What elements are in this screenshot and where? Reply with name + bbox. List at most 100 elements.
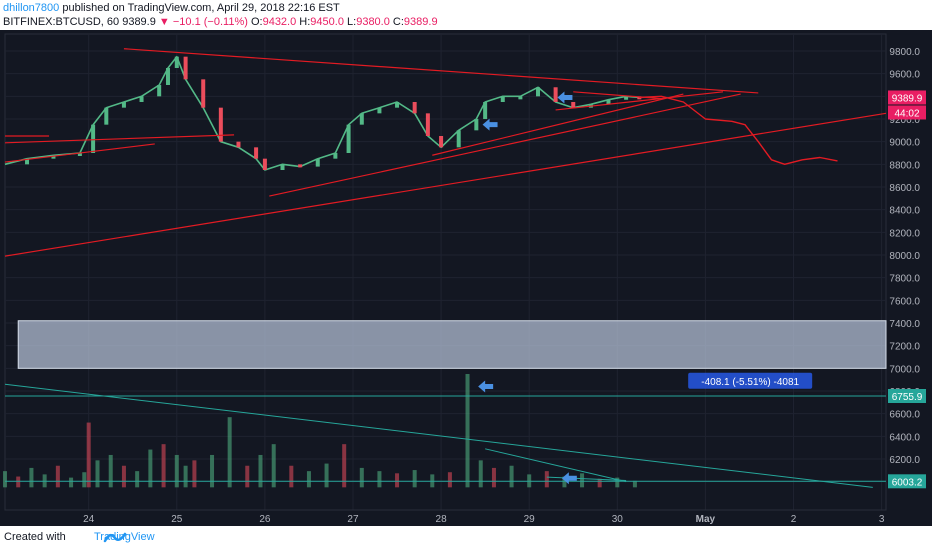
candle: [359, 113, 364, 125]
volume-bar: [108, 454, 113, 488]
candle: [77, 153, 82, 156]
volume-bar: [95, 460, 100, 488]
support-badge: [888, 474, 926, 489]
volume-bar: [580, 473, 585, 488]
y-tick-label: 6600.0: [889, 410, 920, 421]
y-tick-label: 7600.0: [889, 296, 920, 307]
volume-bar: [615, 477, 620, 488]
y-tick-label: 8400.0: [889, 206, 920, 217]
volume-bar: [478, 460, 483, 488]
candle: [201, 79, 206, 108]
blue-arrow-icon: [482, 118, 498, 131]
chart-area[interactable]: 6000.06200.06400.06600.06800.07000.07200…: [0, 30, 932, 526]
price-line: [4, 55, 642, 171]
support-badge: [888, 388, 926, 403]
volume-bar: [491, 467, 496, 488]
volume-line: [485, 448, 627, 483]
volume-bar: [395, 473, 400, 488]
support-badge-text: 6003.2: [892, 477, 923, 488]
tradingview-logo-icon[interactable]: [70, 529, 160, 547]
candle: [165, 68, 170, 85]
candle: [346, 124, 351, 153]
created-with-text: Created with: [4, 531, 66, 543]
volume-bar: [377, 471, 382, 488]
candle: [183, 56, 188, 80]
trendline: [4, 143, 155, 163]
x-tick-label: 29: [524, 514, 536, 525]
candle: [315, 158, 320, 167]
candle: [518, 96, 523, 100]
y-tick-label: 7800.0: [889, 274, 920, 285]
volume-bar: [183, 465, 188, 488]
candle: [254, 147, 259, 159]
last-price: 9389.9: [122, 16, 156, 28]
x-tick-label: 25: [171, 514, 183, 525]
time-axis[interactable]: 24 25 26 27 28 29 30 May 2 3: [5, 509, 886, 525]
volume-bar: [509, 465, 514, 488]
symbol-label: BITFINEX:BTCUSD, 60: [3, 16, 120, 28]
candle: [425, 113, 430, 136]
volume-bar: [465, 374, 470, 488]
volume-bar: [82, 472, 87, 488]
price-change: −10.1 (−0.11%): [172, 16, 248, 28]
candle: [25, 158, 30, 165]
x-tick-label: 2: [791, 514, 797, 525]
trendline: [123, 48, 759, 94]
support-zone: [17, 320, 887, 369]
volume-bar: [245, 465, 250, 488]
trendline: [4, 134, 235, 144]
volume-bar: [69, 477, 74, 488]
trendline: [432, 93, 684, 156]
blue-arrow-icon: [561, 472, 577, 485]
x-tick-label: 26: [259, 514, 271, 525]
volume-bar: [148, 449, 153, 488]
candle: [606, 99, 611, 105]
support-badge-text: 6755.9: [892, 392, 923, 403]
volume-bar: [562, 476, 567, 488]
candle: [571, 102, 576, 108]
low-value: 9380.0: [356, 16, 390, 28]
volume-bar: [16, 476, 21, 488]
arrow-markers: [478, 91, 577, 485]
x-tick-label: 3: [879, 514, 885, 525]
x-tick-label: 24: [83, 514, 95, 525]
candle: [483, 102, 488, 119]
countdown-badge: [888, 105, 926, 120]
volume-bar: [86, 422, 91, 488]
y-tick-label: 8800.0: [889, 160, 920, 171]
volume-bar: [324, 463, 329, 488]
volume-bar: [597, 478, 602, 488]
publish-line: dhillon7800 published on TradingView.com…: [3, 2, 340, 14]
price-chart[interactable]: 6000.06200.06400.06600.06800.07000.07200…: [0, 30, 932, 526]
chart-footer: Created with TradingView: [0, 526, 932, 550]
volume-bar: [227, 417, 232, 488]
blue-arrow-icon: [557, 91, 573, 104]
volume-bar: [412, 470, 417, 488]
candle: [624, 96, 629, 100]
trendlines: [4, 48, 887, 488]
volume-bars: [3, 374, 637, 488]
close-label: C:: [392, 16, 404, 28]
open-value: 9432.0: [262, 16, 297, 28]
y-tick-label: 6400.0: [889, 432, 920, 443]
candle: [262, 158, 267, 170]
high-label: H:: [299, 16, 311, 28]
measure-badge: [688, 372, 813, 389]
measure-text: -408.1 (-5.51%) -4081: [701, 377, 799, 388]
volume-bar: [192, 460, 197, 488]
candle: [439, 136, 444, 148]
candle: [218, 107, 223, 142]
volume-bar: [3, 471, 7, 488]
high-value: 9450.0: [310, 16, 344, 28]
x-tick-label: 28: [436, 514, 448, 525]
y-tick-label: 9000.0: [889, 138, 920, 149]
candle: [298, 164, 303, 168]
down-triangle-icon: ▼: [158, 16, 170, 28]
author-link[interactable]: dhillon7800: [3, 2, 60, 14]
tradingview-brand[interactable]: TradingView: [94, 531, 155, 543]
volume-bar: [29, 467, 34, 488]
x-tick-label: 30: [612, 514, 624, 525]
x-tick-label: 27: [347, 514, 359, 525]
trendline: [269, 93, 741, 197]
close-value: 9389.9: [403, 16, 438, 28]
